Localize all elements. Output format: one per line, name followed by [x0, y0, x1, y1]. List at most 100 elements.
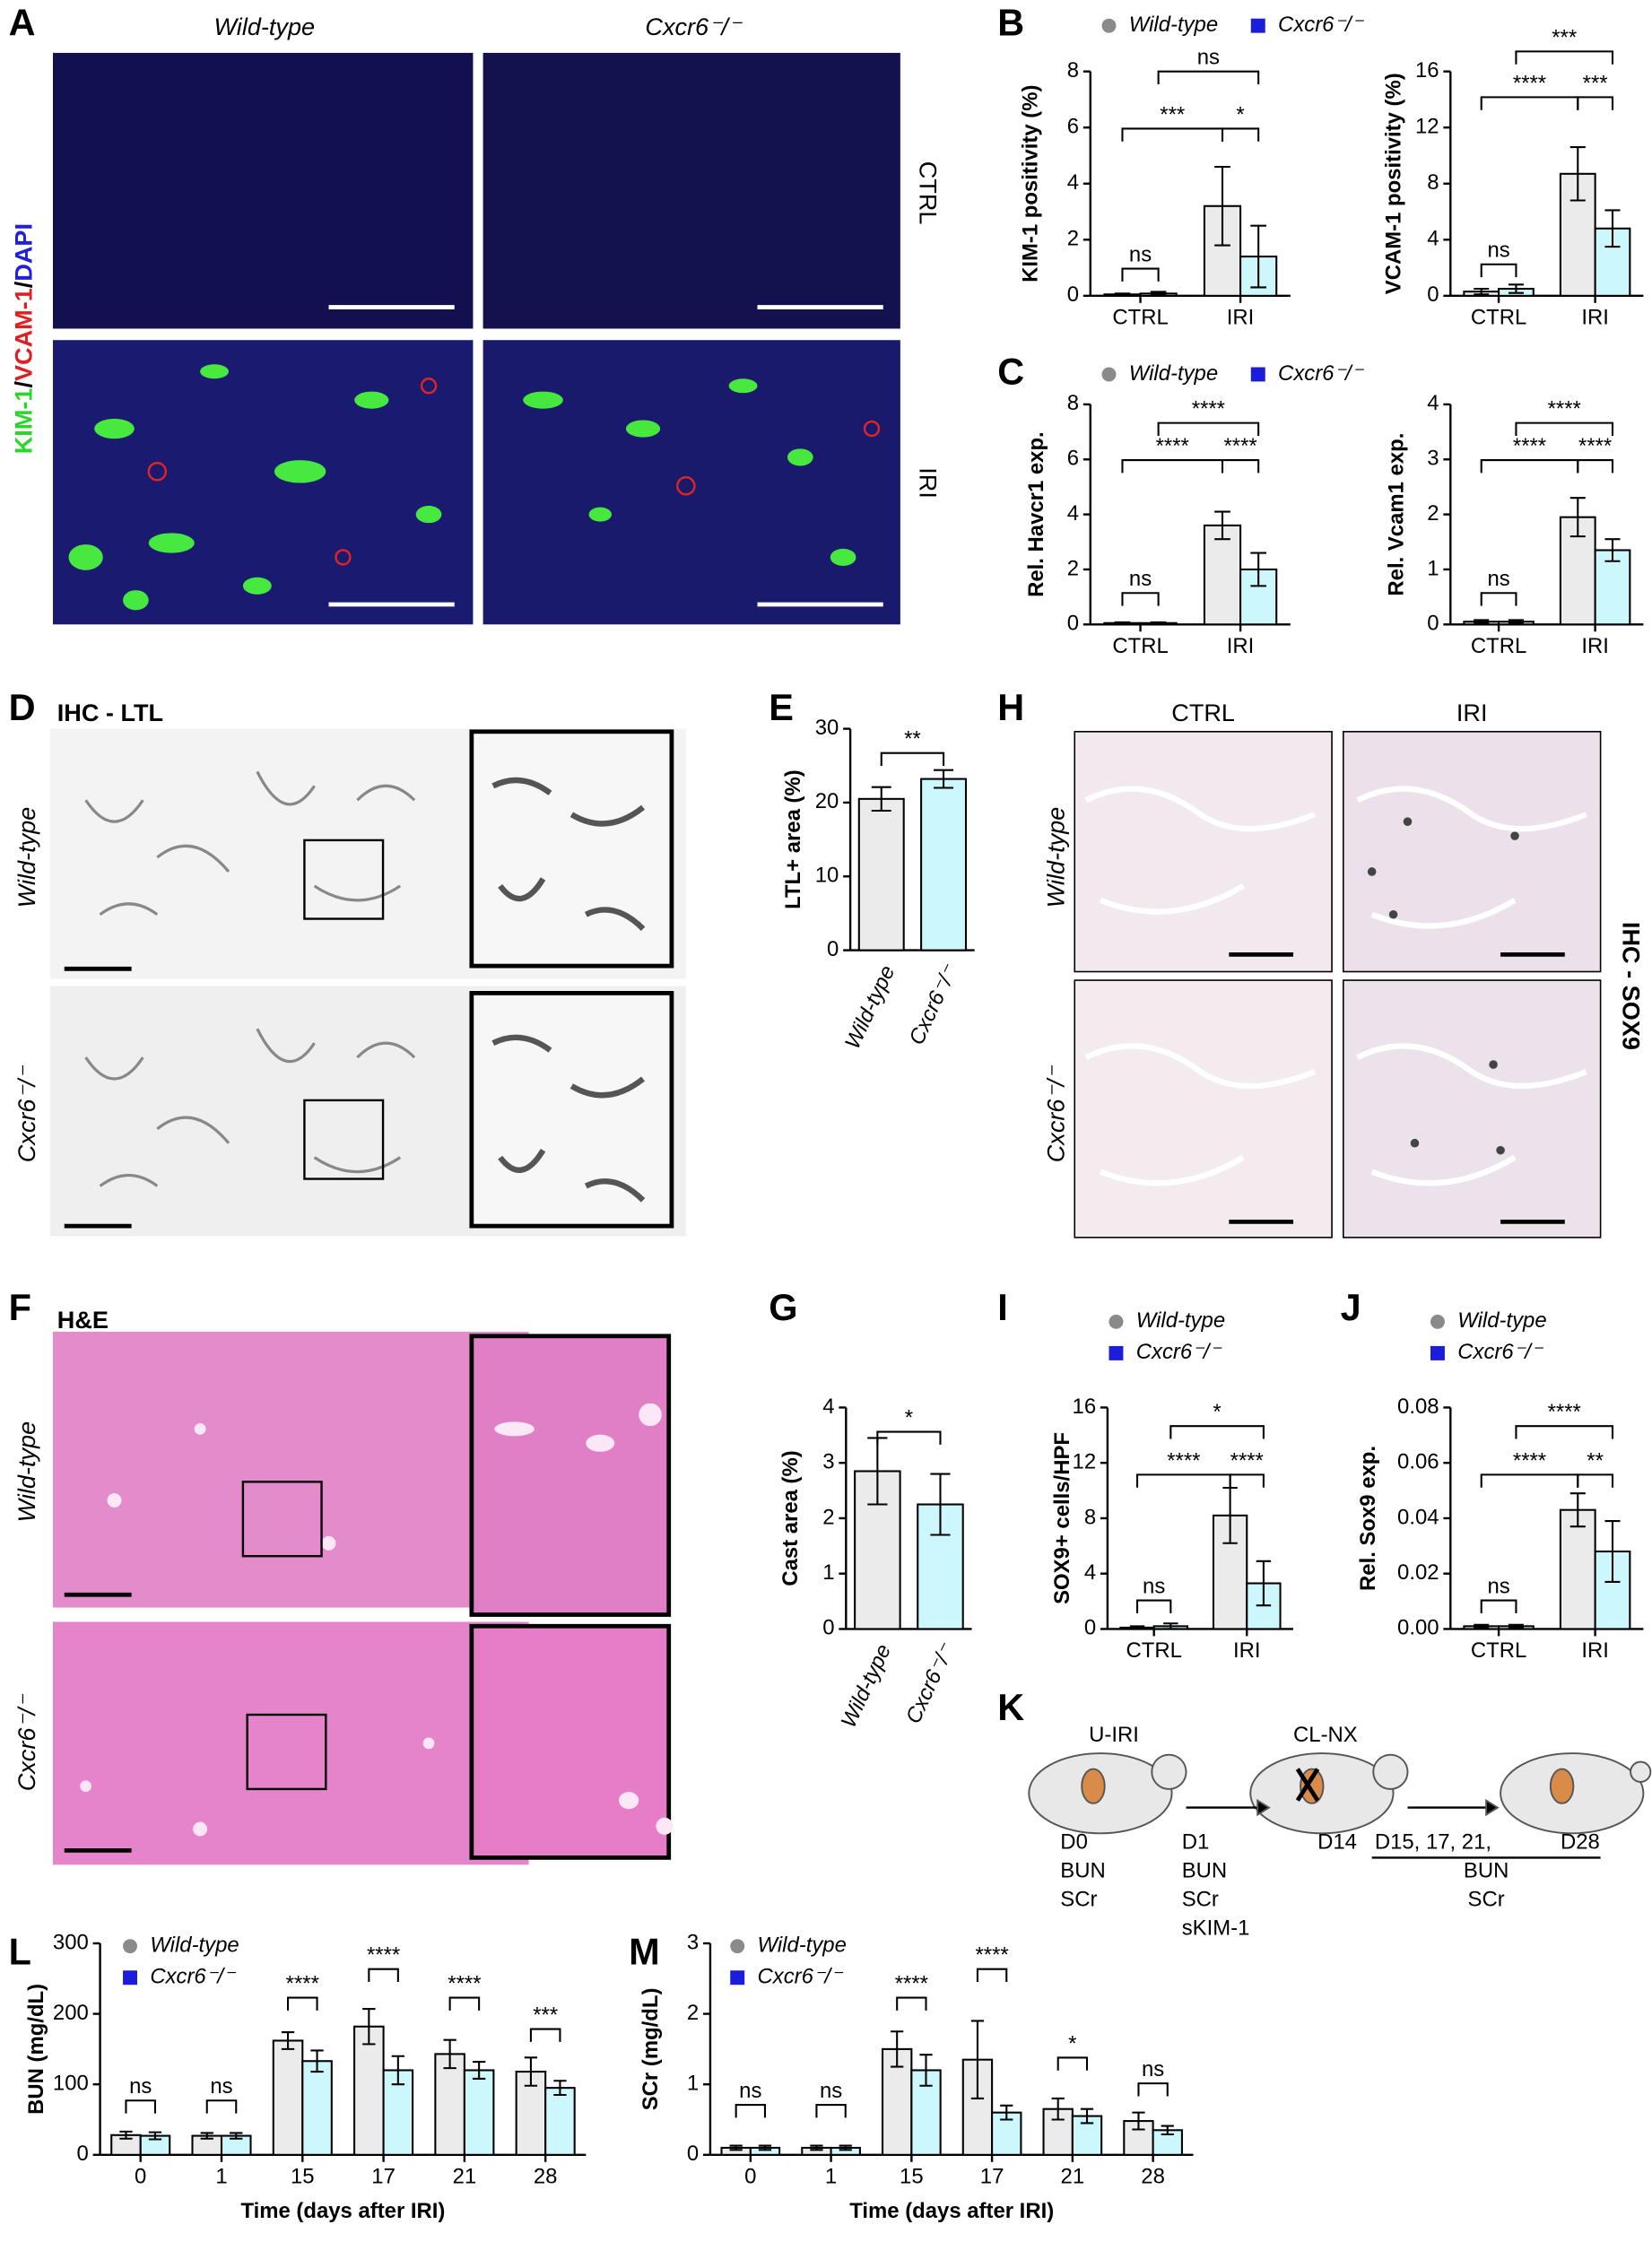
panel-letter: A	[9, 3, 36, 44]
legend-label: Cxcr6⁻/⁻	[1278, 13, 1365, 37]
x-tick-label: 17	[980, 2165, 1004, 2189]
y-tick-label: 300	[53, 1930, 89, 1954]
micrographs-f	[52, 1332, 674, 1865]
error-bar	[148, 2131, 162, 2141]
y-tick-label: 30	[815, 716, 839, 740]
legend-marker	[730, 1939, 745, 1954]
panel-letter: M	[629, 1932, 660, 1973]
significance-bracket	[815, 2104, 847, 2118]
significance-label: ***	[1160, 102, 1185, 126]
decoration	[1081, 1768, 1106, 1804]
decoration	[618, 1792, 639, 1810]
bar	[301, 2060, 333, 2156]
significance-bracket	[1480, 459, 1579, 474]
legend-marker	[1101, 18, 1117, 33]
decoration	[469, 1334, 672, 1617]
x-axis-title: Time (days after IRI)	[240, 2199, 445, 2223]
row-label: IRI	[914, 467, 942, 499]
significance-label: ****	[448, 1972, 481, 1996]
error-bar	[553, 2080, 567, 2097]
panel-letter: E	[769, 687, 794, 728]
legend-label: Cxcr6⁻/⁻	[1136, 1340, 1223, 1364]
error-bar	[1250, 224, 1266, 289]
y-axis-title: VCAM-1 positivity (%)	[1381, 73, 1405, 294]
y-axis-title: SOX9+ cells/HPF	[1050, 1432, 1074, 1604]
y-tick-label: 3	[687, 1930, 699, 1954]
error-bar	[1474, 1623, 1490, 1629]
panel-letter: J	[1341, 1287, 1361, 1328]
legend-label: Cxcr6⁻/⁻	[758, 1965, 845, 1989]
x-tick-label: Wild-type	[837, 1640, 896, 1731]
significance-bracket	[1221, 127, 1260, 142]
decoration	[303, 839, 385, 920]
y-tick-label: 8	[1084, 1505, 1096, 1529]
significance-label: ****	[1223, 434, 1256, 458]
decoration	[420, 378, 438, 395]
stain-dapi: DAPI	[10, 223, 38, 282]
diagram-label: SCr	[1182, 1887, 1219, 1911]
decoration	[242, 577, 272, 595]
decoration	[321, 1535, 336, 1551]
y-tick-label: 0	[1427, 282, 1439, 307]
y-tick-label: 2	[1427, 501, 1439, 526]
y-tick-label: 0.08	[1397, 1395, 1439, 1419]
panel-letter: B	[997, 3, 1024, 44]
decoration	[1367, 867, 1377, 876]
error-bar	[1150, 291, 1167, 297]
significance-bracket	[896, 1996, 927, 2011]
group	[68, 364, 856, 611]
x-tick-label: IRI	[1233, 1638, 1261, 1663]
significance-label: ****	[1156, 434, 1189, 458]
decoration	[107, 1493, 122, 1508]
decoration	[1549, 1768, 1575, 1804]
bar	[272, 2039, 304, 2156]
significance-bracket	[368, 1968, 399, 1983]
decoration	[469, 991, 674, 1229]
significance-label: ****	[895, 1972, 928, 1996]
significance-label: ***	[533, 2003, 558, 2028]
significance-bracket	[1480, 263, 1517, 278]
legend-marker	[730, 1970, 745, 1986]
error-bar	[930, 1473, 951, 1536]
x-tick-label: Cxcr6⁻/⁻	[904, 960, 962, 1048]
y-tick-label: 0.00	[1397, 1616, 1439, 1640]
decoration	[586, 1434, 615, 1452]
decoration	[335, 549, 352, 566]
significance-label: ****	[1513, 1448, 1546, 1473]
y-tick-label: 0	[1067, 612, 1079, 636]
legend-marker	[1430, 1314, 1445, 1329]
x-tick-label: 1	[215, 2165, 227, 2189]
timeline-diagram	[1028, 1752, 1652, 1859]
significance-bracket	[1169, 1425, 1265, 1439]
y-tick-label: 16	[1415, 58, 1439, 83]
decoration	[94, 418, 135, 439]
stain-vcam1: VCAM-1	[10, 288, 38, 381]
significance-label: *	[1213, 1400, 1221, 1424]
decoration	[303, 1099, 385, 1180]
significance-label: ****	[1548, 1400, 1581, 1424]
diagram-label: D1	[1182, 1830, 1210, 1855]
x-tick-label: 15	[900, 2165, 924, 2189]
panel-title: H&E	[57, 1306, 109, 1334]
decoration	[84, 770, 416, 917]
x-tick-label: Cxcr6⁻/⁻	[901, 1638, 960, 1727]
significance-label: ****	[1578, 434, 1612, 458]
error-bar	[1150, 621, 1167, 625]
error-bar	[1508, 283, 1524, 294]
decoration	[415, 506, 442, 524]
y-axis-title: LTL+ area (%)	[781, 769, 805, 909]
y-axis-title: Rel. Havcr1 exp.	[1024, 431, 1048, 597]
decoration	[1510, 831, 1519, 840]
legend-marker	[1101, 367, 1117, 382]
significance-bracket	[876, 1430, 942, 1445]
y-axis-title: SCr (mg/dL)	[639, 1988, 663, 2111]
significance-label: *	[1068, 2031, 1076, 2055]
x-axis-title: Time (days after IRI)	[849, 2199, 1054, 2223]
diagram-label: D0	[1060, 1830, 1088, 1855]
x-tick-label: IRI	[1581, 1638, 1609, 1663]
stain-label: KIM-1/VCAM-1/DAPI	[10, 223, 38, 454]
y-tick-label: 4	[1067, 501, 1079, 526]
significance-bracket	[1229, 1473, 1265, 1488]
error-bar	[524, 2056, 538, 2087]
